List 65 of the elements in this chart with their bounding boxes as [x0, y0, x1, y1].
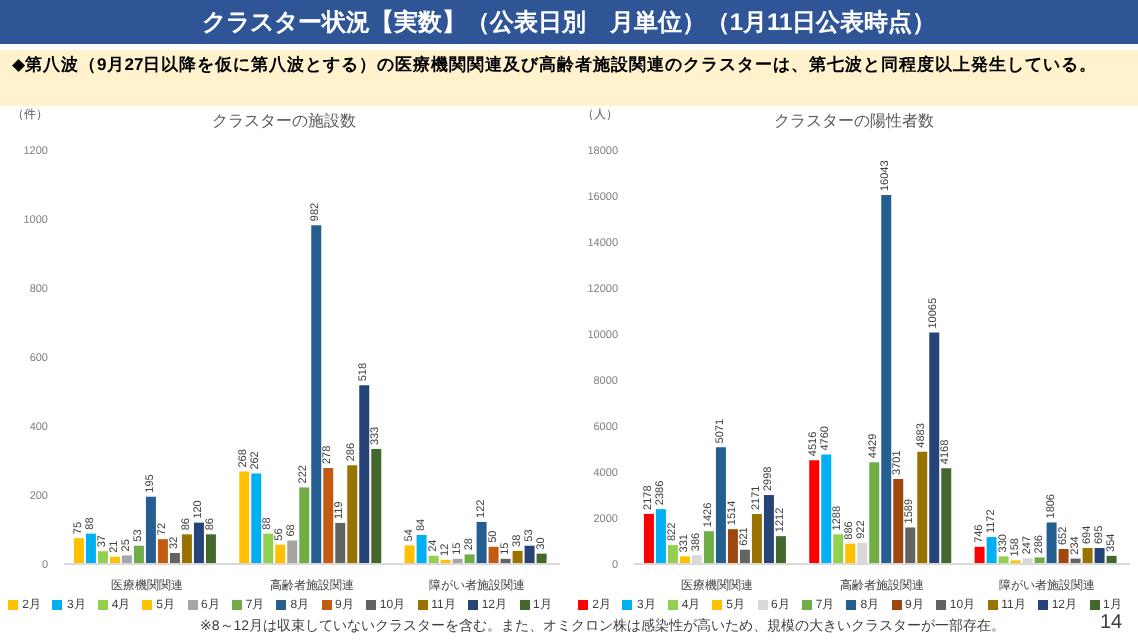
- bar: [845, 543, 856, 564]
- bar: [917, 451, 928, 564]
- bar: [643, 513, 654, 564]
- bar: [347, 465, 358, 564]
- bar: [703, 531, 714, 564]
- bar: [299, 487, 310, 564]
- bar: [97, 551, 108, 564]
- bar: [893, 478, 904, 564]
- bar: [85, 533, 96, 564]
- bar: [998, 556, 1009, 564]
- bar: [1082, 548, 1093, 564]
- bar: [751, 514, 762, 564]
- bar: [905, 527, 916, 564]
- bar: [1058, 549, 1069, 564]
- bar: [869, 462, 880, 564]
- bar: [1094, 548, 1105, 564]
- chart-title: クラスターの施設数: [212, 112, 356, 130]
- bar: [416, 535, 427, 564]
- bar: [205, 534, 216, 564]
- bar: [809, 460, 820, 564]
- bar: [1034, 557, 1045, 564]
- bar: [763, 495, 774, 564]
- bar: [715, 447, 726, 564]
- bar: [251, 473, 262, 564]
- bar: [275, 544, 286, 564]
- text: ◆第八波（9月27日以降を仮に第八波とする）の医療機関関連及び高齢者施設関連のクラスターは、第七波と同程度以上発生している。: [0, 50, 1138, 106]
- bar: [974, 546, 985, 564]
- bar: [464, 554, 475, 564]
- bar: [739, 549, 750, 564]
- bar: [335, 522, 346, 564]
- bar: [881, 195, 892, 564]
- bar: [145, 496, 156, 564]
- bar: [121, 555, 132, 564]
- bar: [323, 468, 334, 564]
- bar: [512, 550, 523, 564]
- bar: [833, 534, 844, 564]
- bar: [193, 522, 204, 564]
- bar: [359, 385, 370, 564]
- bar: [941, 468, 952, 564]
- bar: [655, 509, 666, 564]
- bar: [821, 454, 832, 564]
- bar: [986, 537, 997, 564]
- bar: [311, 225, 322, 564]
- bar: [524, 545, 535, 564]
- text: クラスター状況【実数】（公表日別 月単位）（1月11日公表時点）: [0, 0, 1138, 44]
- bar: [371, 449, 382, 564]
- bar: [287, 540, 298, 564]
- chart-title: クラスターの陽性者数: [774, 112, 934, 130]
- bar: [181, 534, 192, 564]
- bar: [1046, 522, 1057, 564]
- text: 14: [1100, 612, 1123, 636]
- bar: [404, 545, 415, 564]
- bar: [133, 545, 144, 564]
- bar: [727, 529, 738, 564]
- bar: [239, 471, 250, 564]
- bar: [488, 546, 499, 564]
- bar: [679, 556, 690, 564]
- bar: [169, 552, 180, 564]
- bar: [775, 536, 786, 564]
- bar: [929, 332, 940, 564]
- bar: [667, 545, 678, 564]
- bar: [157, 539, 168, 564]
- bar: [263, 533, 274, 564]
- bar: [73, 538, 84, 564]
- bar: [476, 521, 487, 564]
